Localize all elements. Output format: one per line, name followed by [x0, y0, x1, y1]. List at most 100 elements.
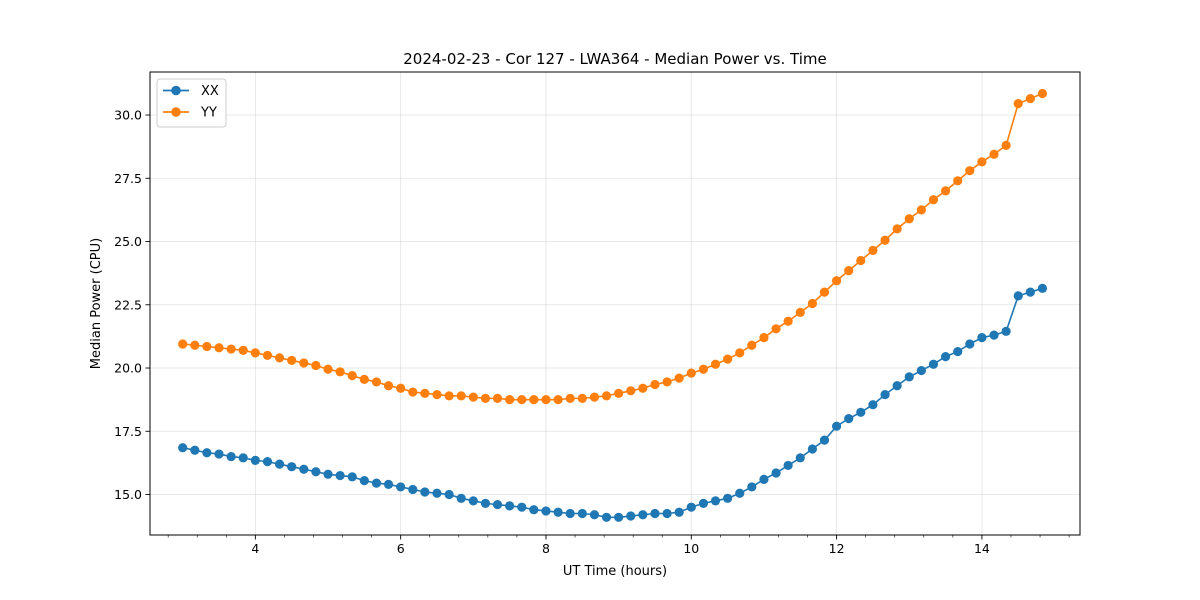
data-point-yy — [856, 255, 866, 266]
data-point-xx — [480, 498, 491, 508]
data-point-xx — [274, 459, 285, 469]
data-point-xx — [771, 468, 781, 478]
data-point-yy — [311, 360, 321, 371]
data-point-yy — [916, 205, 926, 215]
data-point-xx — [989, 330, 999, 340]
data-point-xx — [880, 389, 890, 400]
data-point-yy — [710, 359, 721, 369]
data-point-yy — [408, 387, 418, 397]
data-point-xx — [832, 421, 842, 431]
data-point-xx — [686, 502, 696, 512]
data-point-xx — [577, 508, 587, 519]
data-point-yy — [638, 383, 648, 393]
data-point-yy — [771, 324, 781, 334]
data-point-yy — [904, 214, 914, 224]
data-point-xx — [723, 493, 733, 503]
data-point-yy — [202, 341, 212, 352]
data-point-xx — [529, 505, 539, 515]
data-point-yy — [674, 373, 684, 383]
legend: XX YY — [156, 78, 227, 128]
data-point-xx — [396, 482, 406, 492]
x-tick-label: 12 — [829, 541, 845, 556]
data-point-xx — [928, 359, 939, 369]
data-point-yy — [735, 348, 745, 358]
data-point-yy — [480, 393, 491, 403]
data-point-yy — [892, 224, 902, 234]
data-point-xx — [904, 372, 914, 382]
data-point-xx — [953, 346, 963, 357]
data-point-yy — [1037, 88, 1048, 99]
data-point-xx — [626, 511, 636, 521]
data-point-yy — [274, 353, 285, 363]
data-point-xx — [940, 352, 951, 362]
data-point-xx — [553, 507, 563, 517]
grid — [150, 72, 1080, 535]
data-point-yy — [359, 374, 369, 384]
data-point-xx — [1001, 326, 1011, 336]
y-axis-label: Median Power (CPU) — [89, 238, 104, 369]
y-tick-label: 25.0 — [114, 234, 142, 249]
data-point-xx — [759, 474, 769, 484]
data-point-yy — [783, 316, 793, 326]
data-point-yy — [226, 344, 236, 354]
data-point-xx — [977, 333, 987, 343]
data-point-xx — [178, 443, 188, 453]
data-point-yy — [420, 388, 430, 398]
data-point-yy — [1025, 93, 1035, 104]
data-point-xx — [432, 488, 442, 498]
plot-area-frame — [149, 71, 1081, 536]
data-point-xx — [892, 381, 902, 391]
data-point-yy — [819, 287, 830, 297]
data-point-yy — [553, 395, 563, 405]
data-point-xx — [202, 448, 212, 458]
data-point-xx — [1013, 291, 1023, 301]
data-point-yy — [262, 350, 273, 360]
data-point-xx — [517, 502, 527, 512]
data-point-xx — [735, 488, 745, 498]
data-point-yy — [505, 395, 515, 405]
y-tick-label: 30.0 — [114, 108, 142, 123]
data-point-yy — [807, 298, 818, 309]
data-point-xx — [347, 472, 357, 482]
data-point-yy — [517, 395, 527, 405]
data-point-yy — [868, 245, 878, 255]
data-point-xx — [844, 414, 854, 424]
x-tick-label: 10 — [683, 541, 699, 556]
data-point-xx — [710, 496, 721, 506]
data-point-yy — [541, 395, 551, 405]
data-point-xx — [541, 506, 551, 516]
data-point-xx — [226, 451, 236, 462]
data-point-yy — [190, 340, 200, 350]
data-point-xx — [214, 449, 224, 459]
legend-marker-xx — [171, 85, 181, 96]
y-tick-label: 20.0 — [114, 361, 142, 376]
data-point-yy — [795, 307, 805, 317]
data-point-xx — [468, 496, 478, 506]
data-point-xx — [819, 435, 830, 445]
y-tick-label: 15.0 — [114, 487, 142, 502]
data-point-yy — [977, 157, 987, 167]
data-point-xx — [190, 445, 200, 455]
data-point-xx — [856, 407, 866, 417]
x-tick-label: 14 — [974, 541, 990, 556]
data-point-yy — [965, 166, 975, 176]
data-point-xx — [868, 400, 878, 410]
data-point-yy — [1001, 140, 1011, 150]
data-point-xx — [420, 487, 430, 497]
data-point-xx — [965, 339, 975, 349]
legend-marker-yy — [171, 107, 181, 117]
data-point-yy — [614, 388, 624, 398]
legend-label-yy: YY — [200, 106, 217, 121]
data-point-xx — [383, 479, 394, 489]
x-tick-label: 4 — [251, 541, 259, 556]
data-point-yy — [250, 348, 260, 358]
data-point-xx — [795, 453, 805, 463]
data-point-xx — [287, 462, 297, 472]
data-point-yy — [371, 377, 382, 387]
data-point-yy — [589, 392, 600, 402]
y-tick-label: 17.5 — [114, 424, 142, 439]
x-axis-label: UT Time (hours) — [563, 564, 667, 579]
data-point-xx — [371, 478, 382, 488]
data-point-yy — [492, 393, 503, 403]
data-point-xx — [916, 365, 926, 376]
